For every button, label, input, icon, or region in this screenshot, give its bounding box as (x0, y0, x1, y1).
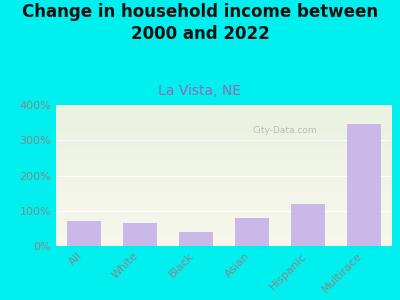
Bar (179, 232, 213, 246)
Bar (235, 218, 269, 246)
Bar (67, 221, 101, 246)
Bar (291, 204, 325, 246)
Bar (347, 124, 381, 246)
Bar (123, 223, 157, 246)
Text: La Vista, NE: La Vista, NE (158, 84, 242, 98)
Text: Change in household income between
2000 and 2022: Change in household income between 2000 … (22, 3, 378, 43)
Text: City-Data.com: City-Data.com (252, 126, 317, 135)
